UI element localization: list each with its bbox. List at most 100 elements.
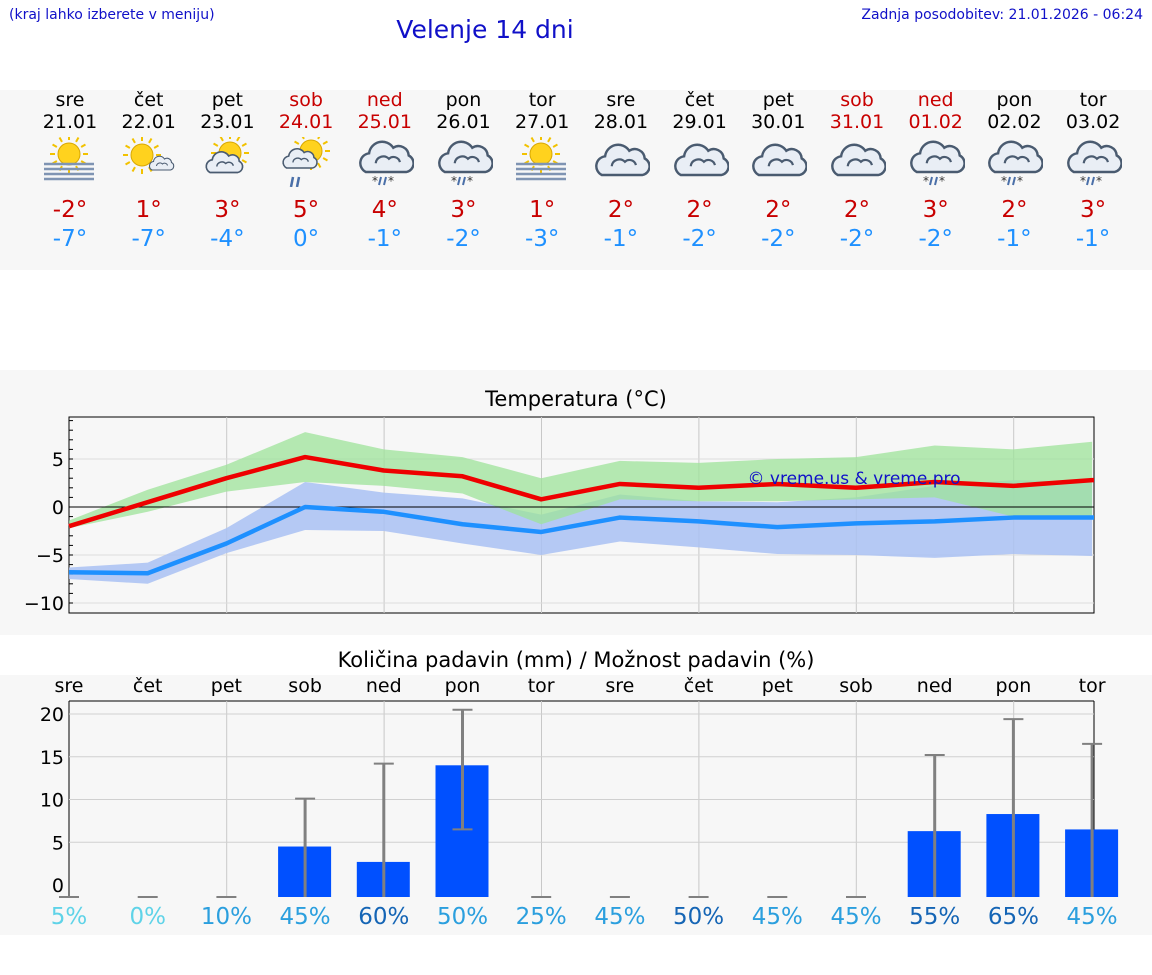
sun-cloud-rain-icon <box>282 137 331 187</box>
temperature-chart: 5 0 −5 −10 © vreme.us & vreme.pro <box>24 416 1095 615</box>
cloud-shape <box>205 151 244 174</box>
y-tick-label: 10 <box>40 790 64 812</box>
location-hint: (kraj lahko izberete v meniju) <box>9 7 215 23</box>
cloud-snow-rain-icon: * * <box>988 140 1044 187</box>
max-temperature: 1° <box>135 197 162 223</box>
precipitation-probability: 25% <box>515 904 567 930</box>
day-date: 03.02 <box>1065 111 1121 133</box>
max-temperature-line <box>68 454 1095 529</box>
cloud-icon <box>831 143 886 177</box>
min-temperature: -1° <box>603 226 639 252</box>
rain-drop <box>295 176 301 187</box>
day-name: pon <box>445 89 482 111</box>
snow-flake: * <box>939 174 945 187</box>
precipitation-day-label: pon <box>995 675 1032 697</box>
last-updated: Zadnja posodobitev: 21.01.2026 - 06:24 <box>861 7 1143 23</box>
snow-flake: * <box>1096 174 1102 187</box>
precipitation-day-label: čet <box>132 675 163 697</box>
max-temperature: 3° <box>922 197 949 223</box>
cloud-snow-rain-icon: * * <box>358 140 414 187</box>
day-name: čet <box>133 89 164 111</box>
precipitation-probability: 60% <box>358 904 410 930</box>
precipitation-probability: 55% <box>909 904 961 930</box>
sun-shape <box>50 137 88 173</box>
rain-drop <box>289 176 295 187</box>
max-temperature: 2° <box>765 197 792 223</box>
precipitation-day-label: ned <box>916 675 953 697</box>
max-temperature: -2° <box>52 197 88 223</box>
sun-cloud-icon <box>205 137 250 174</box>
day-name: pet <box>762 89 794 111</box>
precipitation-chart: 20 15 10 5 0 <box>40 700 1119 898</box>
day-name: sre <box>606 89 636 111</box>
precipitation-probability: 50% <box>673 904 725 930</box>
precipitation-day-label: pet <box>210 675 242 697</box>
day-date: 02.02 <box>987 111 1042 133</box>
min-temperature: -2° <box>446 226 481 252</box>
cloud-snow-rain-icon: * * <box>437 140 493 187</box>
precipitation-probability: 45% <box>830 904 882 930</box>
snow-flake: * <box>467 174 473 187</box>
day-name: tor <box>1079 89 1107 111</box>
sun-shape <box>522 137 561 173</box>
max-temperature: 3° <box>450 197 477 223</box>
day-column: tor 03.02 <box>1053 89 1133 133</box>
cloud-shape <box>673 143 729 177</box>
day-column: pon 02.02 <box>974 89 1054 133</box>
day-name: sob <box>289 89 323 111</box>
day-date: 22.01 <box>121 111 176 133</box>
precipitation-probability: 0% <box>129 904 166 930</box>
day-date: 27.01 <box>514 111 570 133</box>
rain-drop <box>928 176 933 186</box>
day-column: sob 24.01 <box>266 89 346 133</box>
y-tick-label: −5 <box>36 545 64 567</box>
min-temperature: -1° <box>1075 226 1111 252</box>
day-date: 21.01 <box>42 111 98 133</box>
min-temperature: -2° <box>918 226 953 252</box>
fog-sun-icon <box>516 137 567 181</box>
rain-drop <box>377 176 382 186</box>
day-name: čet <box>684 89 715 111</box>
min-temperature: 0° <box>293 226 320 252</box>
y-tick-label: 0 <box>52 875 64 897</box>
precipitation-day-label: tor <box>527 675 555 697</box>
day-date: 28.01 <box>593 111 649 133</box>
day-date: 25.01 <box>357 111 412 133</box>
precipitation-title: Količina padavin (mm) / Možnost padavin … <box>337 648 815 672</box>
temperature-title: Temperatura (°C) <box>485 387 667 411</box>
min-temperature: -7° <box>131 226 166 252</box>
day-name: ned <box>917 89 954 111</box>
day-date: 23.01 <box>200 111 255 133</box>
y-tick-label: −10 <box>24 593 64 615</box>
day-date: 30.01 <box>751 111 806 133</box>
cloud-icon <box>673 143 729 177</box>
day-name: tor <box>528 89 556 111</box>
precipitation-probability: 65% <box>987 904 1039 930</box>
min-temperature: -4° <box>210 226 245 252</box>
day-date: 31.01 <box>829 111 885 133</box>
max-temperature: 2° <box>1001 197 1028 223</box>
day-column: čet 22.01 <box>109 89 189 133</box>
precipitation-day-label: sre <box>54 675 84 697</box>
precipitation-day-label: sob <box>288 675 322 697</box>
sun-small-cloud-icon <box>122 137 174 174</box>
min-temperature: -1° <box>367 226 403 252</box>
cloud-icon <box>752 143 808 177</box>
max-temperature: 1° <box>529 197 556 223</box>
rain-drop <box>456 176 461 186</box>
y-tick-label: 5 <box>52 449 64 471</box>
snow-flake: * <box>1080 174 1086 187</box>
day-date: 26.01 <box>436 111 491 133</box>
cloud-shape <box>595 143 650 177</box>
snow-flake: * <box>923 174 929 187</box>
snow-flake: * <box>372 174 378 187</box>
cloud-shape <box>831 143 886 177</box>
fog-sun-icon <box>44 137 94 181</box>
precipitation-probability: 45% <box>751 904 803 930</box>
watermark: © vreme.us & vreme.pro <box>747 469 960 489</box>
precipitation-day-label: pon <box>444 675 481 697</box>
y-tick-label: 20 <box>40 704 64 726</box>
min-temperature: -2° <box>682 226 717 252</box>
day-column: sre 21.01 <box>30 89 110 133</box>
cloud-shape <box>752 143 808 177</box>
